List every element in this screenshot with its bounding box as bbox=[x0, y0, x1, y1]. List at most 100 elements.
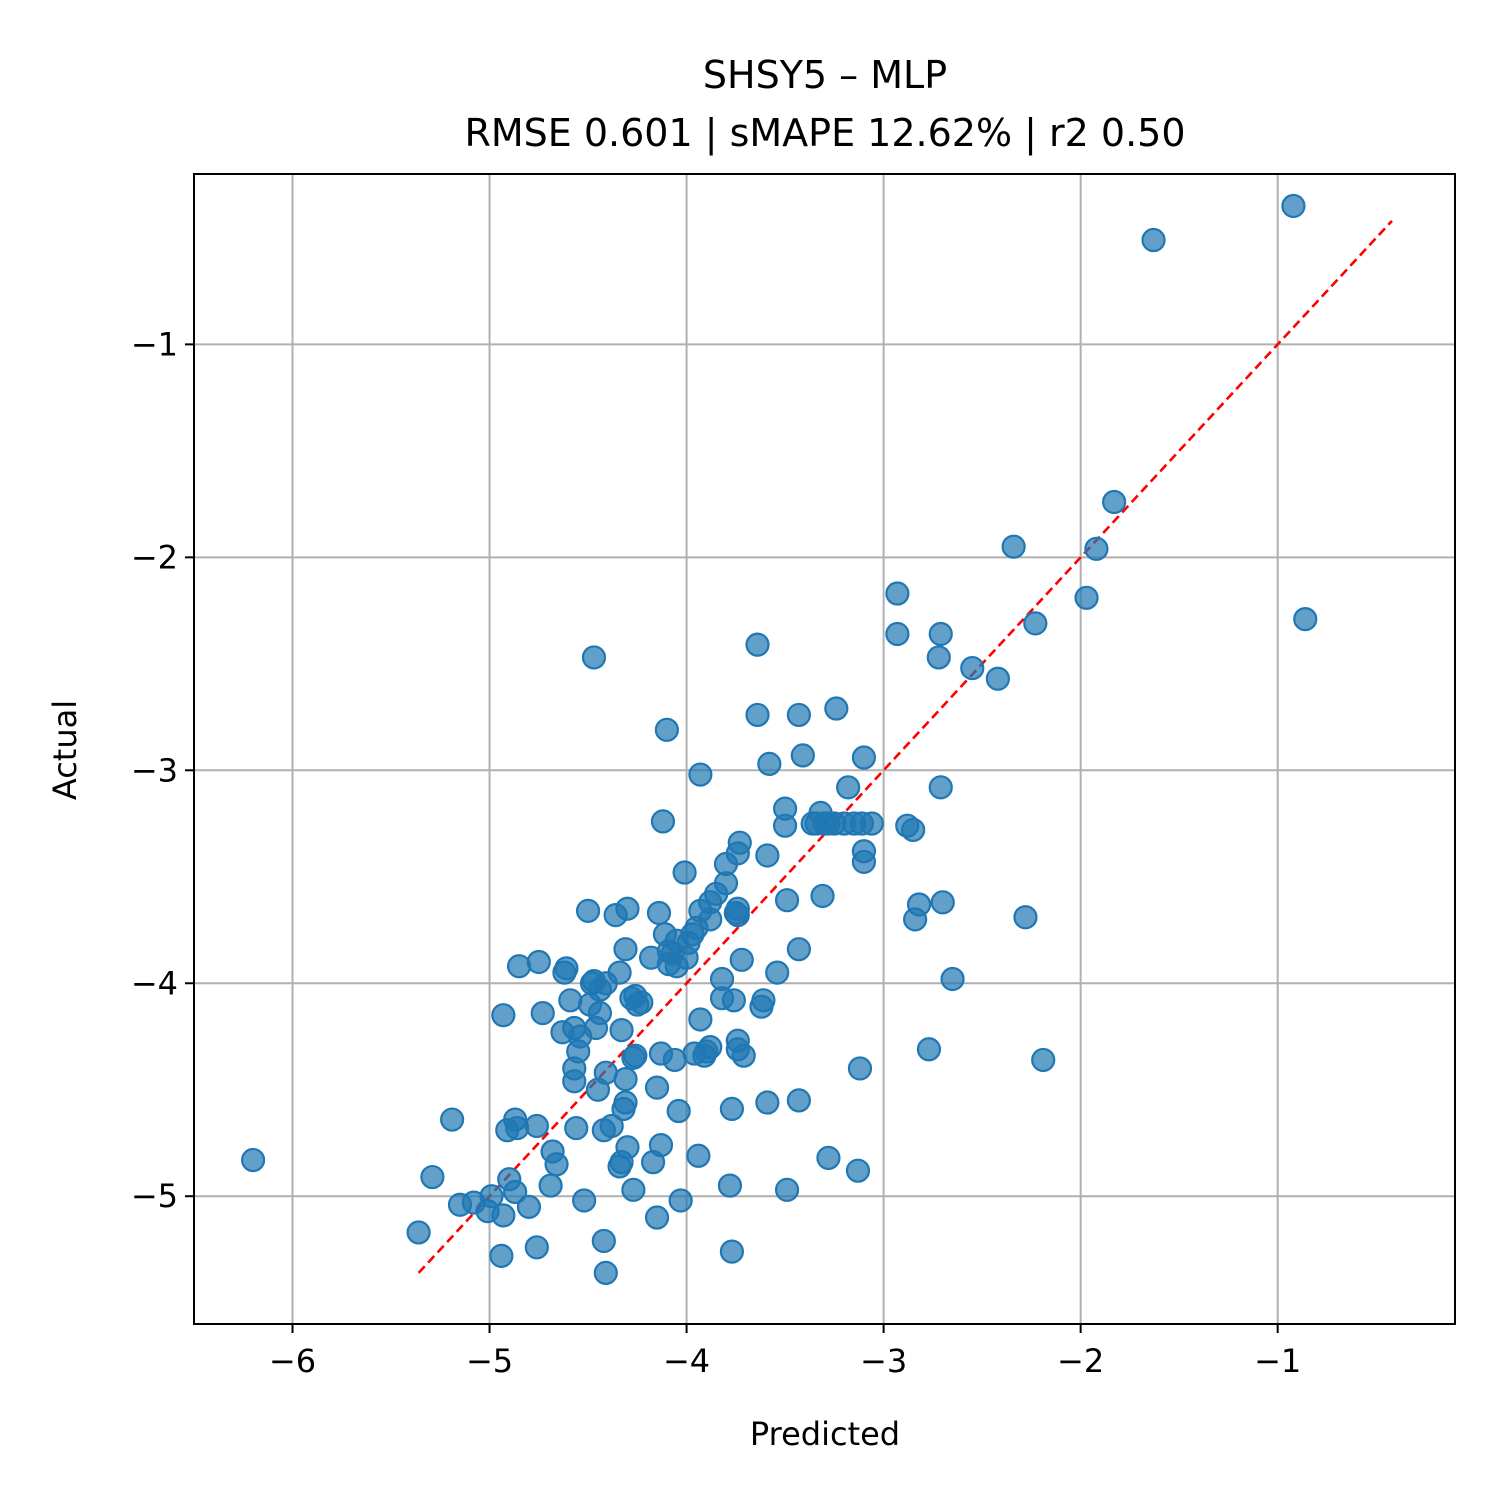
data-point bbox=[755, 843, 780, 868]
data-point bbox=[985, 666, 1010, 691]
data-point bbox=[688, 1007, 713, 1032]
data-point bbox=[639, 945, 664, 970]
data-point bbox=[668, 1188, 693, 1213]
data-point bbox=[540, 1139, 565, 1164]
data-point bbox=[650, 809, 676, 834]
data-point bbox=[717, 1173, 743, 1198]
data-point bbox=[928, 621, 953, 647]
data-point bbox=[810, 883, 835, 909]
data-point bbox=[845, 1158, 871, 1183]
data-point bbox=[774, 1177, 800, 1202]
data-point bbox=[558, 988, 583, 1013]
data-point bbox=[1013, 905, 1038, 930]
data-point bbox=[1293, 606, 1318, 632]
data-point bbox=[721, 988, 746, 1013]
data-point bbox=[1141, 227, 1166, 253]
y-tick-label: −5 bbox=[131, 1177, 178, 1215]
data-point bbox=[774, 888, 800, 913]
data-point bbox=[550, 1020, 575, 1045]
data-point bbox=[621, 1045, 646, 1070]
data-point bbox=[790, 743, 815, 768]
data-point bbox=[420, 1164, 445, 1190]
data-point bbox=[577, 992, 603, 1017]
data-point bbox=[621, 1177, 646, 1202]
data-point bbox=[926, 645, 951, 670]
data-point bbox=[698, 1035, 723, 1060]
data-point bbox=[603, 903, 628, 928]
x-tick-label: −4 bbox=[663, 1342, 710, 1380]
data-point bbox=[562, 1056, 587, 1081]
data-point bbox=[564, 1115, 589, 1141]
data-point bbox=[729, 947, 754, 972]
data-point bbox=[585, 1077, 611, 1102]
data-point bbox=[526, 949, 551, 975]
y-tick-label: −3 bbox=[131, 751, 178, 789]
x-tick-label: −3 bbox=[860, 1342, 907, 1380]
data-point bbox=[786, 702, 811, 728]
data-point bbox=[538, 1173, 563, 1198]
data-point bbox=[644, 1205, 670, 1230]
data-point bbox=[1031, 1047, 1056, 1073]
x-axis-ticks: −6 −5 −4 −3 −2 −1 bbox=[269, 1324, 1301, 1380]
data-point bbox=[772, 796, 798, 821]
x-tick-label: −1 bbox=[1254, 1342, 1301, 1380]
data-point bbox=[507, 954, 532, 979]
data-point bbox=[1102, 489, 1127, 515]
data-point bbox=[611, 1096, 636, 1122]
data-point bbox=[1074, 585, 1099, 610]
data-point bbox=[524, 1113, 549, 1139]
data-point bbox=[579, 971, 605, 996]
data-point bbox=[524, 1235, 549, 1260]
data-point bbox=[654, 717, 679, 742]
data-point bbox=[552, 960, 577, 985]
data-point bbox=[666, 1098, 691, 1124]
data-point bbox=[491, 1003, 516, 1028]
data-point bbox=[613, 937, 638, 962]
data-point bbox=[824, 696, 849, 721]
data-point bbox=[885, 621, 910, 647]
data-point bbox=[625, 992, 650, 1017]
chart-title: SHSY5 – MLP bbox=[703, 53, 947, 97]
data-point bbox=[644, 1075, 670, 1100]
identity-reference-line bbox=[417, 219, 1393, 1274]
data-point bbox=[851, 849, 877, 874]
data-point bbox=[593, 1260, 618, 1285]
data-point bbox=[609, 1018, 634, 1043]
data-point bbox=[686, 1143, 711, 1168]
y-axis-label: Actual bbox=[46, 700, 84, 800]
data-point bbox=[1023, 611, 1048, 636]
data-point bbox=[816, 1145, 841, 1170]
plot-frame bbox=[193, 173, 1456, 1325]
x-axis-label: Predicted bbox=[750, 1415, 900, 1453]
data-point bbox=[1084, 536, 1109, 561]
x-tick-label: −2 bbox=[1057, 1342, 1104, 1380]
data-point bbox=[800, 811, 825, 836]
y-tick-label: −4 bbox=[131, 964, 178, 1002]
data-point bbox=[895, 813, 920, 838]
data-point bbox=[640, 1150, 666, 1175]
data-point bbox=[241, 1147, 266, 1173]
data-point bbox=[672, 860, 697, 885]
data-point bbox=[786, 937, 811, 962]
y-tick-label: −2 bbox=[131, 538, 178, 576]
data-point bbox=[662, 1047, 687, 1073]
data-point bbox=[765, 960, 790, 985]
data-point bbox=[516, 1194, 542, 1219]
data-point bbox=[960, 655, 985, 681]
data-point bbox=[719, 1239, 744, 1264]
data-point bbox=[725, 1037, 750, 1062]
data-point bbox=[591, 1118, 616, 1143]
x-tick-label: −6 bbox=[269, 1342, 316, 1380]
data-point bbox=[1281, 193, 1306, 219]
data-point bbox=[447, 1192, 473, 1217]
data-point bbox=[591, 1228, 616, 1254]
x-tick-label: −5 bbox=[466, 1342, 513, 1380]
data-point bbox=[757, 751, 782, 777]
data-point bbox=[903, 907, 928, 932]
y-tick-label: −1 bbox=[131, 325, 178, 363]
data-point bbox=[581, 645, 607, 670]
data-point bbox=[495, 1118, 520, 1143]
data-point bbox=[928, 775, 953, 800]
data-point bbox=[847, 1056, 873, 1081]
data-point bbox=[607, 1154, 632, 1179]
